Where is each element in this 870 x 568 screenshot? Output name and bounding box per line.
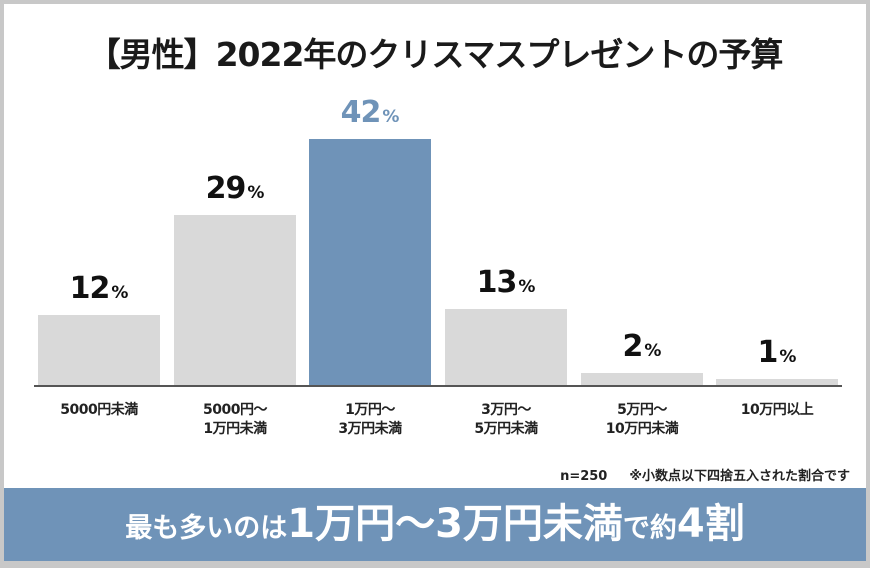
value-number: 42	[340, 95, 382, 131]
bar-value-label: 2%	[581, 329, 703, 364]
percent-sign: %	[382, 107, 400, 128]
bar-value-label: 29%	[174, 171, 296, 206]
percent-sign: %	[247, 183, 265, 204]
chart-frame: 【男性】2022年のクリスマスプレゼントの予算 12% 5000円未満 29% 500…	[4, 4, 866, 561]
category-label: 3万円〜 5万円未満	[474, 402, 538, 437]
banner-highlight-share: 4割	[676, 501, 745, 547]
category-label: 5000円未満	[60, 402, 138, 418]
percent-sign: %	[644, 341, 662, 362]
chart-title: 【男性】2022年のクリスマスプレゼントの予算	[87, 35, 784, 74]
banner-text-2: で約	[622, 513, 677, 544]
bar	[174, 215, 296, 385]
value-number: 12	[69, 270, 111, 306]
bar-value-label: 1%	[716, 335, 838, 370]
banner-highlight-range: 1万円〜3万円未満	[287, 501, 623, 547]
sample-size: n=250	[560, 469, 608, 484]
bar	[581, 373, 703, 385]
category-label: 10万円以上	[740, 402, 814, 418]
value-number: 29	[205, 171, 247, 207]
bar-value-label: 13%	[445, 265, 567, 300]
value-number: 1	[757, 335, 779, 371]
bar	[309, 139, 431, 385]
bar	[38, 314, 160, 385]
rounding-note: ※小数点以下四捨五入された割合です	[629, 469, 850, 484]
x-axis-line	[34, 385, 842, 387]
bar	[716, 379, 838, 385]
bar	[445, 308, 567, 385]
category-label: 5万円〜 10万円未満	[605, 402, 679, 437]
summary-banner: 最も多いのは1万円〜3万円未満で約4割	[4, 488, 866, 561]
footnote: n=250 ※小数点以下四捨五入された割合です	[560, 465, 850, 484]
category-label: 1万円〜 3万円未満	[338, 402, 402, 437]
banner-text-1: 最も多いのは	[125, 513, 288, 544]
value-number: 13	[476, 264, 518, 300]
value-number: 2	[622, 329, 644, 365]
bar-value-label: 42%	[309, 95, 431, 130]
percent-sign: %	[518, 276, 536, 297]
percent-sign: %	[779, 347, 797, 368]
category-label: 5000円〜 1万円未満	[203, 402, 267, 437]
bar-value-label: 12%	[38, 271, 160, 306]
percent-sign: %	[111, 282, 129, 303]
